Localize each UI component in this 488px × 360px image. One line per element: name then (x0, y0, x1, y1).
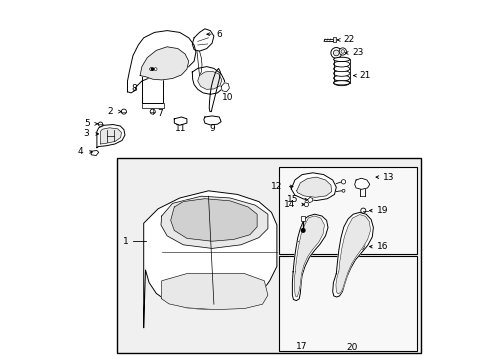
Circle shape (341, 180, 345, 184)
Circle shape (360, 208, 365, 213)
Polygon shape (203, 116, 221, 125)
Ellipse shape (333, 61, 349, 67)
Text: 20: 20 (346, 343, 357, 352)
Bar (142, 74, 163, 103)
Polygon shape (307, 197, 312, 203)
Ellipse shape (333, 80, 349, 86)
Polygon shape (101, 128, 121, 144)
Text: 16: 16 (376, 242, 387, 251)
Text: 11: 11 (174, 124, 186, 133)
Polygon shape (143, 191, 276, 328)
Polygon shape (209, 68, 220, 112)
Polygon shape (197, 51, 202, 76)
Ellipse shape (333, 75, 349, 81)
Ellipse shape (333, 71, 349, 76)
Polygon shape (91, 150, 99, 156)
Polygon shape (354, 178, 369, 189)
Circle shape (150, 109, 155, 114)
Polygon shape (97, 125, 125, 148)
Polygon shape (221, 83, 229, 92)
Polygon shape (292, 214, 327, 301)
Ellipse shape (333, 57, 349, 62)
Polygon shape (174, 117, 186, 125)
Text: 8: 8 (132, 84, 137, 93)
Bar (332, 37, 335, 42)
Circle shape (301, 229, 305, 232)
Polygon shape (127, 31, 196, 93)
Circle shape (340, 50, 344, 53)
Text: 2: 2 (107, 107, 113, 116)
Polygon shape (161, 196, 267, 248)
Text: 5: 5 (84, 120, 89, 129)
Circle shape (149, 68, 152, 71)
Polygon shape (197, 71, 222, 89)
Circle shape (304, 202, 308, 207)
Circle shape (339, 48, 346, 55)
Text: 3: 3 (83, 130, 89, 139)
Text: 17: 17 (296, 342, 307, 351)
Circle shape (151, 68, 153, 70)
Polygon shape (294, 216, 324, 297)
Text: 10: 10 (222, 93, 233, 102)
Circle shape (154, 68, 157, 71)
Bar (278, 167, 416, 254)
Text: 19: 19 (376, 206, 387, 215)
Bar (301, 216, 305, 221)
Text: 7: 7 (157, 109, 163, 118)
Bar (117, 158, 420, 353)
Circle shape (98, 122, 102, 126)
Text: 9: 9 (209, 124, 215, 133)
Text: 18: 18 (297, 241, 308, 250)
Ellipse shape (333, 66, 349, 72)
Polygon shape (335, 215, 370, 294)
Circle shape (330, 48, 341, 58)
Text: 4: 4 (77, 148, 82, 157)
Text: 23: 23 (352, 49, 363, 58)
Text: 6: 6 (216, 30, 222, 39)
Polygon shape (291, 173, 336, 201)
Polygon shape (140, 47, 188, 80)
Circle shape (149, 68, 152, 71)
Circle shape (342, 189, 344, 192)
Bar (278, 256, 416, 351)
Text: 12: 12 (270, 182, 282, 191)
Text: 15: 15 (286, 195, 298, 204)
Text: 14: 14 (284, 200, 295, 209)
Polygon shape (170, 199, 257, 241)
Text: 13: 13 (382, 173, 394, 182)
Polygon shape (332, 212, 373, 297)
Circle shape (333, 50, 339, 56)
Text: 22: 22 (343, 36, 354, 45)
Text: 1: 1 (122, 237, 128, 246)
Text: 21: 21 (359, 71, 370, 80)
Polygon shape (192, 29, 213, 51)
Polygon shape (352, 241, 365, 250)
Bar (323, 39, 332, 41)
Ellipse shape (333, 81, 349, 85)
Polygon shape (162, 274, 267, 310)
Circle shape (121, 109, 126, 114)
Polygon shape (296, 177, 331, 197)
Polygon shape (192, 67, 224, 94)
